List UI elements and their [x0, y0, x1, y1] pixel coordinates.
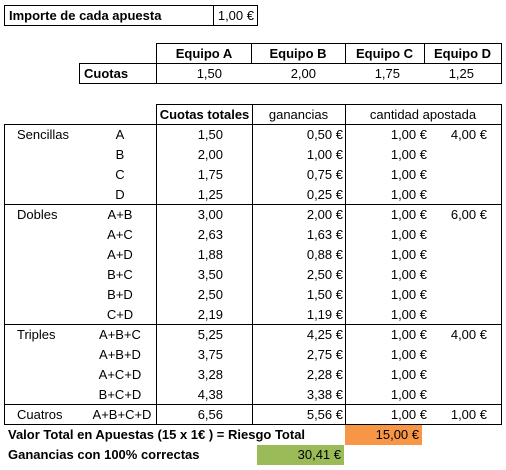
combo-odds: 1,25 [197, 187, 223, 202]
full-gains-value: 30,41 € [257, 445, 344, 465]
combo-odds: 2,63 [197, 227, 223, 242]
combo-odds: 3,00 [197, 207, 223, 222]
combo-label: B+D [107, 287, 133, 302]
combo-stake: 1,00 € [390, 207, 427, 222]
combo-odds: 2,19 [197, 307, 223, 322]
combo-gain: 5,56 € [306, 407, 343, 422]
combo-stake: 1,00 € [390, 287, 427, 302]
team-header-a: Equipo A [156, 43, 252, 64]
combo-stake: 1,00 € [390, 307, 427, 322]
group-total-dobles: 6,00 € [450, 207, 487, 222]
combo-stake: 1,00 € [390, 347, 427, 362]
combo-odds: 5,25 [197, 327, 223, 342]
combo-label: A+B+C [99, 327, 141, 342]
combo-stake: 1,00 € [390, 367, 427, 382]
combo-odds: 1,50 [197, 127, 223, 142]
stake-label: Importe de cada apuesta [4, 5, 214, 26]
combo-gain: 2,28 € [306, 367, 343, 382]
group-total-triples: 4,00 € [450, 327, 487, 342]
combo-stake: 1,00 € [390, 147, 427, 162]
group-frame-cuatros [4, 404, 502, 425]
team-odds-b: 2,00 [251, 63, 346, 84]
team-header-d: Equipo D [424, 43, 502, 64]
combo-odds: 6,56 [197, 407, 223, 422]
combo-label: A [115, 127, 125, 142]
combo-gain: 3,38 € [306, 387, 343, 402]
combo-odds: 3,75 [197, 347, 223, 362]
combo-odds: 4,38 [197, 387, 223, 402]
group-name-triples: Triples [17, 327, 56, 342]
combo-label: B+C [107, 267, 133, 282]
col-separator-stake [345, 124, 346, 425]
combo-gain: 1,19 € [306, 307, 343, 322]
combo-label: D [115, 187, 125, 202]
combo-stake: 1,00 € [390, 267, 427, 282]
combo-label: C [115, 167, 125, 182]
col-header-stake: cantidad apostada [345, 104, 502, 125]
group-total-cuatros: 1,00 € [450, 407, 487, 422]
combo-gain: 4,25 € [306, 327, 343, 342]
combo-label: A+C [107, 227, 133, 242]
combo-label: A+B+D [99, 347, 141, 362]
combo-odds: 1,88 [197, 247, 223, 262]
stake-value: 1,00 € [213, 5, 258, 26]
col-separator-odds [156, 124, 157, 425]
combo-label: B [115, 147, 125, 162]
group-name-dobles: Dobles [17, 207, 58, 222]
combo-gain: 1,63 € [306, 227, 343, 242]
combo-stake: 1,00 € [390, 167, 427, 182]
combo-stake: 1,00 € [390, 227, 427, 242]
group-name-sencillas: Sencillas [17, 127, 70, 142]
team-odds-c: 1,75 [345, 63, 425, 84]
team-header-c: Equipo C [345, 43, 425, 64]
team-odds-d: 1,25 [424, 63, 502, 84]
combo-gain: 1,00 € [306, 147, 343, 162]
combo-odds: 3,28 [197, 367, 223, 382]
combo-gain: 2,75 € [306, 347, 343, 362]
team-odds-a: 1,50 [156, 63, 252, 84]
col-header-gains: ganancias [252, 104, 346, 125]
group-name-cuatros: Cuatros [17, 407, 63, 422]
col-separator-gains [252, 124, 253, 425]
combo-odds: 2,50 [197, 287, 223, 302]
combo-gain: 0,25 € [306, 187, 343, 202]
combo-stake: 1,00 € [390, 127, 427, 142]
combo-gain: 0,88 € [306, 247, 343, 262]
team-header-b: Equipo B [251, 43, 346, 64]
combo-stake: 1,00 € [390, 407, 427, 422]
odds-row-label: Cuotas [79, 63, 157, 84]
combo-gain: 0,75 € [306, 167, 343, 182]
combo-label: C+D [106, 307, 134, 322]
group-total-sencillas: 4,00 € [450, 127, 487, 142]
combo-stake: 1,00 € [390, 247, 427, 262]
combo-odds: 1,75 [197, 167, 223, 182]
combo-label: A+C+D [98, 367, 142, 382]
combo-label: A+B [107, 207, 133, 222]
combo-stake: 1,00 € [390, 387, 427, 402]
combo-stake: 1,00 € [390, 187, 427, 202]
combo-gain: 2,50 € [306, 267, 343, 282]
total-risk-label: Valor Total en Apuestas (15 x 1€ ) = Rie… [8, 427, 306, 442]
combo-label: A+B+C+D [92, 407, 152, 422]
total-risk-value: 15,00 € [345, 425, 422, 445]
combo-stake: 1,00 € [390, 327, 427, 342]
col-header-odds: Cuotas totales [156, 104, 253, 125]
combo-gain: 1,50 € [306, 287, 343, 302]
full-gains-label: Ganancias con 100% correctas [8, 447, 200, 462]
combo-odds: 3,50 [197, 267, 223, 282]
combo-odds: 2,00 [197, 147, 223, 162]
combo-gain: 2,00 € [306, 207, 343, 222]
combo-gain: 0,50 € [306, 127, 343, 142]
combo-label: A+D [107, 247, 133, 262]
combo-label: B+C+D [98, 387, 142, 402]
